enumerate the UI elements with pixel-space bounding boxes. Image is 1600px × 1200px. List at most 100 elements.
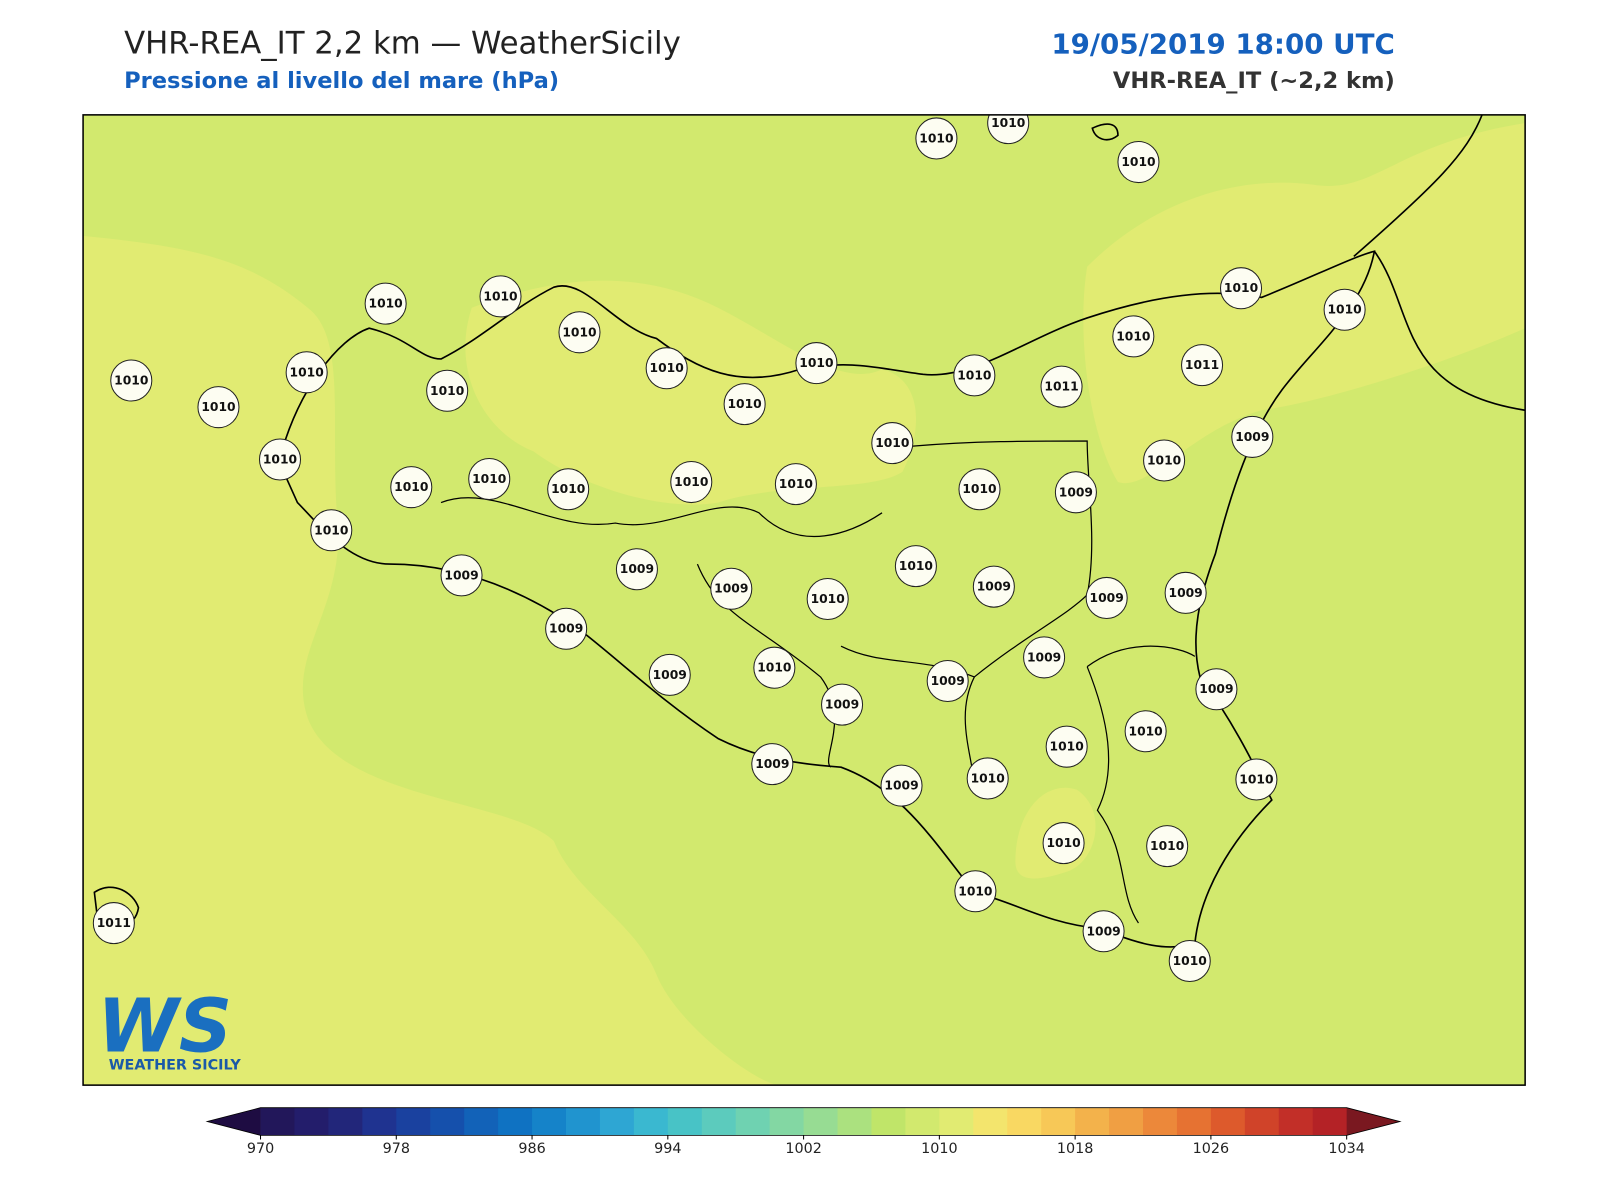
colorbar-bin (837, 1107, 872, 1136)
station-value: 1010 (674, 475, 708, 489)
station-marker (645, 347, 688, 390)
map-frame (82, 114, 1526, 1086)
colorbar-bin (803, 1107, 839, 1136)
station-marker (1054, 471, 1097, 514)
station-value: 1010 (1224, 281, 1258, 295)
station-value: 1010 (483, 289, 517, 303)
datetime: 19/05/2019 18:00 UTC (1051, 27, 1394, 60)
station-marker (1164, 571, 1207, 614)
station-value: 1009 (1090, 591, 1124, 605)
station-value: 1009 (1027, 650, 1061, 664)
colorbar-tick-label: 1010 (921, 1141, 958, 1157)
colorbar-bin (973, 1107, 1008, 1136)
station-marker (723, 383, 766, 426)
logo: WS WEATHER SICILY (97, 983, 241, 1073)
station-marker (92, 902, 135, 945)
station-value: 1010 (757, 661, 791, 675)
station-value: 1010 (1327, 303, 1361, 317)
logo-caption: WEATHER SICILY (109, 1058, 242, 1074)
station-value: 1009 (1059, 485, 1093, 499)
station-marker (774, 463, 817, 506)
station-marker (958, 468, 1001, 511)
station-value: 1010 (1150, 839, 1184, 853)
station-value: 1010 (394, 480, 428, 494)
station-marker (110, 359, 153, 402)
station-value: 1010 (779, 477, 813, 491)
station-value: 1010 (971, 771, 1005, 785)
station-marker (197, 386, 240, 429)
coastline (278, 250, 1376, 948)
colorbar-bin (260, 1107, 295, 1136)
station-marker (806, 577, 849, 620)
station-value: 1010 (1239, 772, 1273, 786)
station-value: 1009 (931, 674, 965, 688)
station-value: 1009 (1169, 586, 1203, 600)
station-value: 1009 (977, 580, 1011, 594)
station-value: 1010 (562, 325, 596, 339)
station-value: 1011 (97, 916, 131, 930)
colorbar-bin (871, 1107, 906, 1136)
colorbar-tick-label: 1026 (1193, 1141, 1230, 1157)
station-marker (1231, 415, 1274, 458)
station-marker (1219, 267, 1263, 310)
station-value: 1009 (549, 622, 583, 636)
station-marker (880, 764, 923, 807)
colorbar-bin (1278, 1107, 1314, 1136)
logo-letters: WS (97, 983, 232, 1069)
coastline (1353, 114, 1483, 258)
station-marker (1023, 636, 1066, 679)
station-value: 1009 (825, 698, 859, 712)
station-value: 1010 (201, 400, 235, 414)
station-value: 1009 (1199, 682, 1233, 696)
station-value: 1011 (1185, 358, 1219, 372)
station-marker (821, 683, 864, 726)
colorbar-bin (1075, 1107, 1110, 1136)
station-marker (915, 117, 958, 160)
station-marker (1040, 365, 1083, 408)
colorbar-bin (1312, 1107, 1348, 1136)
station-marker (310, 509, 353, 552)
station-value: 1009 (653, 668, 687, 682)
colorbar-bin (464, 1107, 499, 1136)
station-marker (1117, 141, 1160, 184)
station-value: 1010 (1129, 724, 1163, 738)
station-value: 1009 (714, 582, 748, 596)
colorbar-tick-label: 978 (383, 1141, 410, 1157)
station-marker (547, 468, 590, 511)
station-marker (440, 554, 483, 597)
colorbar-bin (294, 1107, 329, 1136)
station-value: 1010 (1173, 954, 1207, 968)
station-marker (1235, 758, 1278, 801)
station-value: 1010 (114, 374, 148, 388)
colorbar-bin (667, 1107, 703, 1136)
colorbar-tick-label: 1018 (1057, 1141, 1094, 1157)
station-marker (894, 545, 937, 588)
title: VHR-REA_IT 2,2 km — WeatherSicily (124, 25, 681, 61)
colorbar-bin (905, 1107, 940, 1136)
colorbar-bin (939, 1107, 974, 1136)
colorbar-tick-label: 1034 (1328, 1141, 1365, 1157)
colorbar-bin (1041, 1107, 1076, 1136)
station-marker (710, 567, 753, 610)
station-marker (670, 461, 713, 504)
station-marker (953, 354, 996, 397)
station-value: 1010 (875, 436, 909, 450)
station-value: 1010 (811, 592, 845, 606)
shade-area (1083, 123, 1526, 484)
station-marker (390, 466, 433, 509)
colorbar-bin (599, 1107, 635, 1136)
station-value: 1010 (263, 452, 297, 466)
station-marker (1045, 725, 1088, 768)
station-marker (1195, 668, 1238, 711)
station-value: 1010 (369, 297, 403, 311)
colorbar-bin (1143, 1107, 1178, 1136)
colorbar-bin (1109, 1107, 1144, 1136)
station-marker (1143, 439, 1186, 482)
station-value: 1010 (962, 482, 996, 496)
station-marker (926, 660, 969, 703)
colorbar-bin (1210, 1107, 1246, 1136)
station-value: 1010 (430, 384, 464, 398)
stations: 1010 1010 1010 1010 1010 1010 1010 1010 1010 1010… (92, 114, 1366, 983)
station-marker (954, 870, 997, 913)
